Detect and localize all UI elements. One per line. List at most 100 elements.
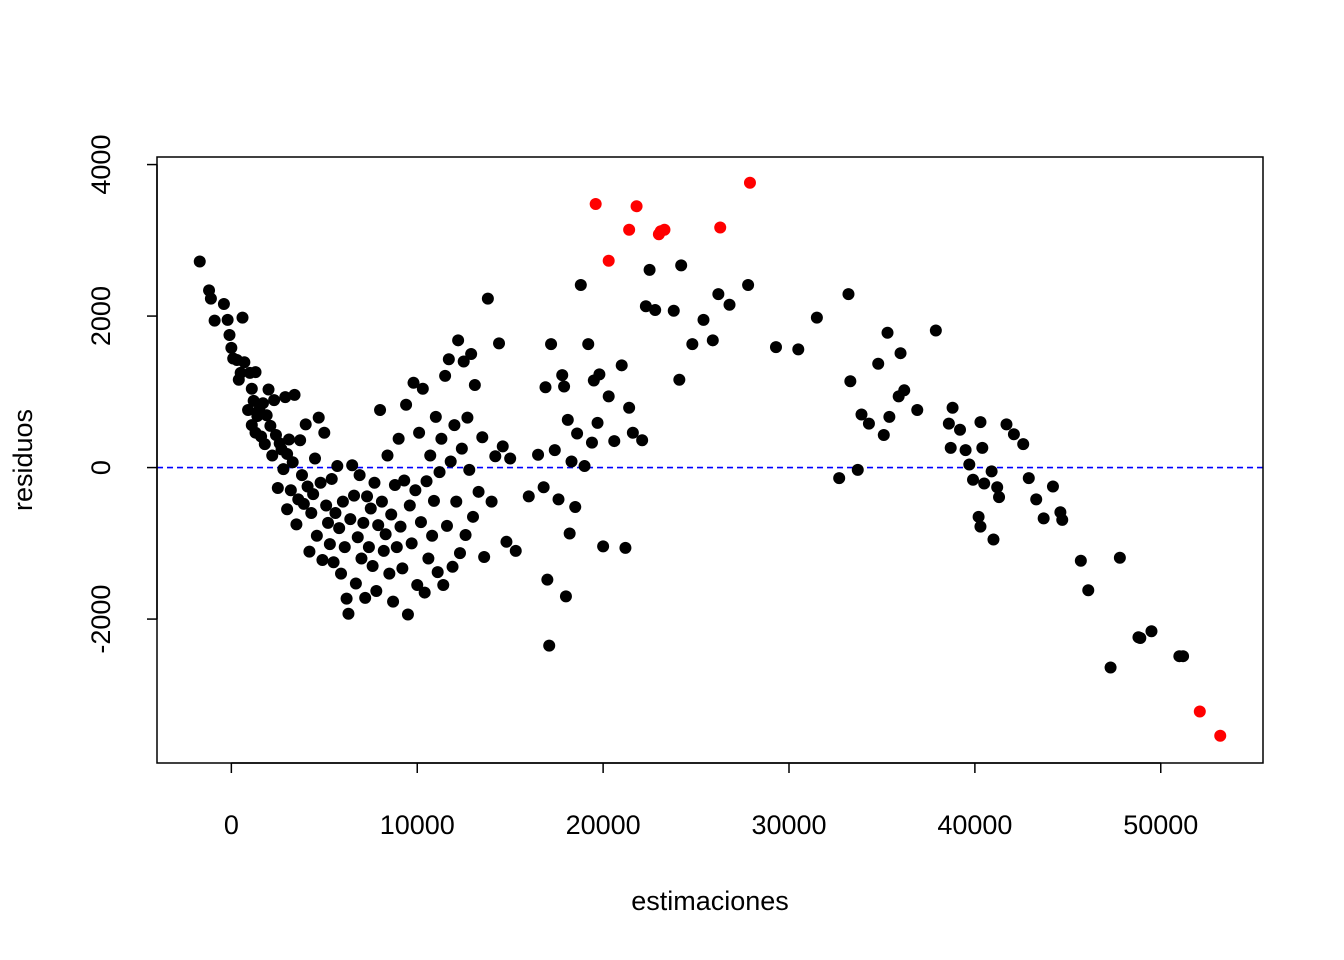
highlighted-data-point xyxy=(623,223,636,236)
data-point xyxy=(548,444,561,457)
data-point xyxy=(453,547,466,560)
data-point xyxy=(390,541,403,554)
data-point xyxy=(1145,625,1158,638)
data-point xyxy=(340,592,353,605)
data-point xyxy=(565,455,578,468)
data-point xyxy=(478,550,491,563)
data-point xyxy=(288,388,301,401)
data-point xyxy=(264,419,277,432)
highlighted-data-point xyxy=(602,254,615,267)
data-point xyxy=(357,516,370,529)
data-point xyxy=(1177,650,1190,663)
data-point xyxy=(591,416,604,429)
data-point xyxy=(649,304,662,317)
data-point xyxy=(539,381,552,394)
data-point xyxy=(346,459,359,472)
data-point xyxy=(440,519,453,532)
data-point xyxy=(993,491,1006,504)
data-point xyxy=(626,426,639,439)
data-point xyxy=(342,607,355,620)
data-point xyxy=(500,535,513,548)
data-point xyxy=(286,456,299,469)
data-point xyxy=(942,417,955,430)
data-point xyxy=(559,590,572,603)
data-point xyxy=(407,376,420,389)
data-points xyxy=(193,176,1227,742)
data-point xyxy=(545,338,558,351)
data-point xyxy=(574,279,587,292)
data-point xyxy=(851,463,864,476)
data-point xyxy=(504,452,517,465)
data-point xyxy=(1113,551,1126,564)
data-point xyxy=(485,495,498,508)
data-point xyxy=(349,577,362,590)
data-point xyxy=(282,433,295,446)
data-point xyxy=(593,368,606,381)
data-point xyxy=(439,369,452,382)
data-point xyxy=(392,432,405,445)
data-point xyxy=(465,347,478,360)
data-point xyxy=(424,449,437,462)
data-point xyxy=(348,489,361,502)
data-point xyxy=(452,334,465,347)
data-point xyxy=(963,458,976,471)
data-point xyxy=(403,499,416,512)
data-point xyxy=(723,298,736,311)
data-point xyxy=(976,441,989,454)
y-tick-label: -2000 xyxy=(86,585,116,654)
data-point xyxy=(468,379,481,392)
x-axis: 0 10000 20000 30000 40000 50000 xyxy=(224,762,1198,840)
plot-frame xyxy=(156,156,1264,764)
data-point xyxy=(234,366,247,379)
data-point xyxy=(623,401,636,414)
data-point xyxy=(431,566,444,579)
data-point xyxy=(338,541,351,554)
data-point xyxy=(314,476,327,489)
data-point xyxy=(266,449,279,462)
data-point xyxy=(556,369,569,382)
highlighted-data-point xyxy=(630,200,643,213)
data-point xyxy=(636,434,649,447)
data-point xyxy=(361,490,374,503)
data-point xyxy=(420,475,433,488)
data-point xyxy=(422,552,435,565)
data-point xyxy=(351,531,364,544)
data-point xyxy=(204,292,217,305)
highlighted-data-point xyxy=(1214,729,1227,742)
highlighted-data-point xyxy=(1193,705,1206,718)
data-point xyxy=(946,401,959,414)
data-point xyxy=(344,513,357,526)
data-point xyxy=(974,416,987,429)
data-point xyxy=(1007,428,1020,441)
data-point xyxy=(476,431,489,444)
data-point xyxy=(1082,584,1095,597)
data-point xyxy=(312,411,325,424)
data-point xyxy=(355,552,368,565)
data-point xyxy=(400,398,413,411)
data-point xyxy=(297,497,310,510)
data-point xyxy=(256,397,269,410)
data-point xyxy=(571,427,584,440)
data-point xyxy=(792,343,805,356)
data-point xyxy=(578,460,591,473)
data-point xyxy=(532,448,545,461)
data-point xyxy=(418,586,431,599)
data-point xyxy=(1022,472,1035,485)
x-tick-label: 10000 xyxy=(380,810,455,840)
data-point xyxy=(898,384,911,397)
data-point xyxy=(385,508,398,521)
data-point xyxy=(381,449,394,462)
data-point xyxy=(569,500,582,513)
data-point xyxy=(459,528,472,541)
data-point xyxy=(894,347,907,360)
data-point xyxy=(967,473,980,486)
data-point xyxy=(320,499,333,512)
data-point xyxy=(877,429,890,442)
data-point xyxy=(509,544,522,557)
data-point xyxy=(769,341,782,354)
data-point xyxy=(457,355,470,368)
data-point xyxy=(496,440,509,453)
data-point xyxy=(258,438,271,451)
data-point xyxy=(333,522,346,535)
